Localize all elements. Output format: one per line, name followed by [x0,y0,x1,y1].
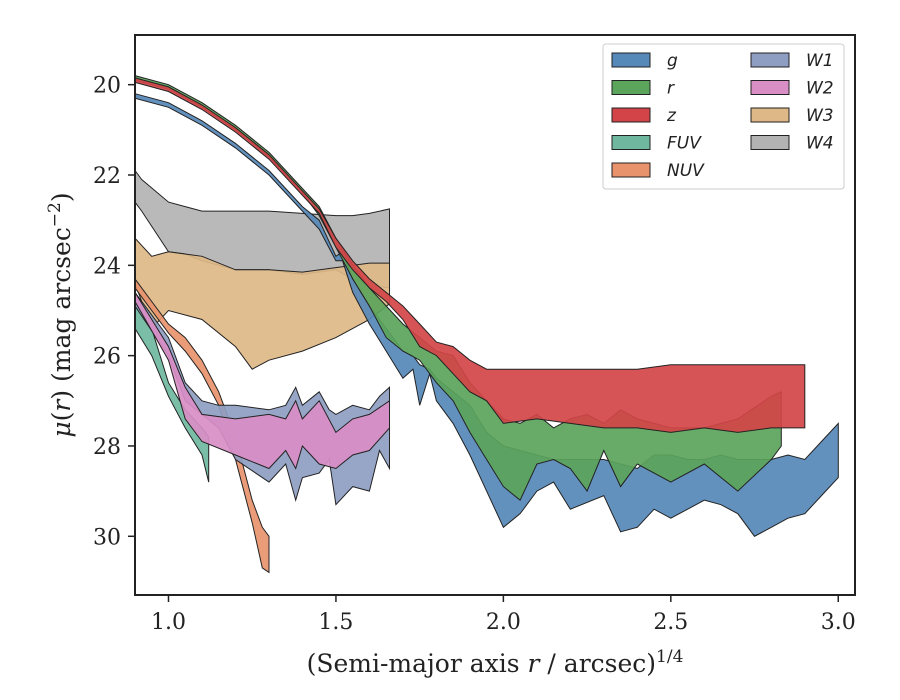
area-band-r [134,74,782,501]
x-tick-label: 2.0 [486,610,521,635]
legend-label-g: g [667,51,678,71]
legend-swatch-w2 [750,80,790,95]
legend-label-w1: W1 [806,51,834,71]
y-tick-label: 20 [93,74,121,99]
legend-label-r: r [667,79,675,99]
legend-label-z: z [666,106,677,126]
area-band-nuv [134,277,270,574]
area-band-w2 [134,290,390,470]
legend-swatch-z [611,107,651,123]
area-series-group [134,74,839,574]
y-tick-label: 26 [93,345,121,370]
plot-frame [134,34,856,596]
legend-label-w4: W4 [806,134,834,154]
x-axis-ticks: 1.0 1.5 2.0 2.5 3.0 [151,595,856,635]
x-axis-label: (Semi-major axis r / arcsec)1/4 [307,647,684,678]
y-tick-label: 30 [93,525,121,550]
legend-swatch-w4 [750,135,790,150]
legend-swatch-r [611,80,651,95]
legend-swatch-w1 [750,52,790,68]
legend-swatch-fuv [611,135,651,150]
y-tick-label: 24 [93,254,121,279]
area-band-fuv [134,304,210,483]
x-tick-label: 2.5 [653,610,688,635]
y-axis-label: μ(r) (mag arcsec−2) [45,192,76,437]
legend-label-w2: W2 [806,79,834,99]
x-tick-label: 1.0 [151,610,186,635]
y-axis-ticks: 20 22 24 26 28 30 [93,74,135,550]
legend-label-nuv: NUV [667,161,705,181]
y-tick-label: 28 [93,435,121,460]
x-tick-label: 3.0 [821,610,856,635]
legend-swatch-nuv [611,162,651,178]
area-band-z [134,77,806,433]
x-tick-label: 1.5 [318,610,353,635]
legend-label-fuv: FUV [667,134,702,154]
legend-swatch-w3 [750,107,790,123]
legend: grz FUV NUV W1 W2 W3 W4 [602,43,845,190]
y-tick-label: 22 [93,164,121,189]
legend-swatch-g [611,52,651,68]
legend-label-w3: W3 [806,106,834,126]
